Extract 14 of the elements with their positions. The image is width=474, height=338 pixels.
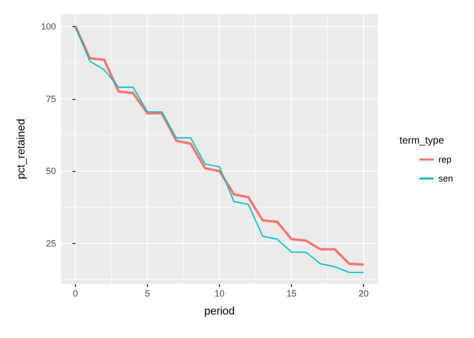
x-tick-label: 20	[358, 288, 369, 298]
y-tick-label: 75	[46, 94, 56, 104]
legend-label: sen	[438, 174, 454, 184]
y-tick-label: 50	[46, 166, 56, 176]
y-tick-label: 100	[40, 21, 56, 32]
x-tick-label: 10	[214, 288, 225, 298]
legend-label: rep	[438, 154, 452, 164]
y-axis-title: pct_retained	[16, 118, 28, 180]
legend-title: term_type	[400, 136, 444, 146]
y-tick-label: 25	[46, 238, 56, 248]
x-tick-label: 15	[286, 288, 297, 298]
x-axis-title: period	[204, 306, 235, 318]
x-tick-label: 5	[144, 288, 150, 298]
x-tick-label: 0	[72, 288, 78, 298]
